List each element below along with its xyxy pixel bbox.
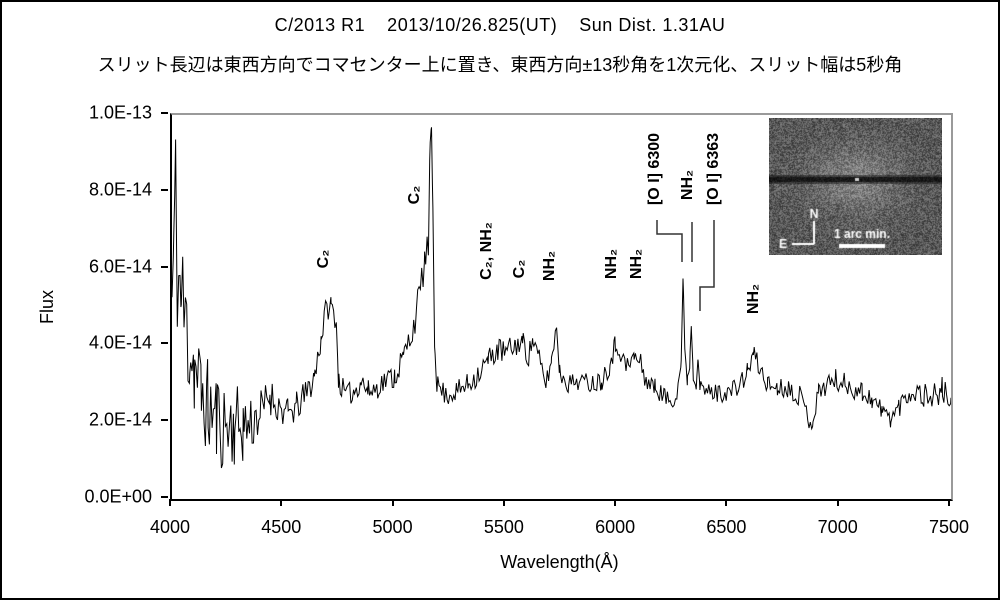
x-axis-tick [169, 499, 171, 506]
x-tick-label: 6500 [706, 517, 747, 537]
comet-slit-inset-image [769, 118, 942, 255]
spectrum-line [172, 127, 951, 469]
x-tick-label: 7500 [928, 517, 970, 537]
annotation-pointer-line [699, 220, 715, 311]
y-axis-tick [161, 265, 168, 268]
band-annotation: C₂ [315, 249, 332, 269]
chart-subtitle-japanese: スリット長辺は東西方向でコマセンター上に置き、東西方向±13秒角を1次元化、スリ… [97, 55, 903, 75]
x-tick-label: 4500 [261, 517, 302, 537]
x-axis-tick [502, 499, 505, 506]
y-axis-tick [161, 419, 168, 422]
spectrum-svg [172, 127, 951, 469]
x-axis-tick [280, 499, 283, 506]
annotation-pointer-line [656, 220, 683, 262]
band-annotation: NH₂ [745, 283, 762, 315]
band-annotation: [O I] 6300 [646, 132, 663, 206]
y-axis-tick [161, 496, 168, 498]
band-annotation: C₂ [406, 185, 423, 205]
plot-area: C₂ C₂ C₂, NH₂ C₂ NH₂ NH₂ NH₂ [O I] 6300 NH₂ [O I]… [170, 113, 953, 501]
x-axis-tick [836, 499, 839, 506]
x-tick-label: 5000 [372, 517, 413, 537]
y-axis-label: Flux [37, 290, 57, 325]
band-annotation: [O I] 6363 [705, 132, 722, 206]
y-tick-label: 8.0E-14 [88, 179, 152, 200]
x-tick-label: 5500 [483, 517, 524, 537]
x-tick-label: 7000 [817, 517, 858, 537]
x-axis-tick [391, 499, 394, 506]
y-tick-label: 4.0E-14 [88, 332, 152, 353]
band-annotation: C₂ [511, 259, 528, 279]
band-annotation: C₂, NH₂ [478, 222, 495, 280]
band-annotation: NH₂ [603, 248, 620, 280]
y-tick-label: 6.0E-14 [88, 256, 152, 277]
x-tick-label: 6000 [595, 517, 636, 537]
y-axis-tick [161, 342, 168, 345]
x-axis-tick [725, 499, 728, 506]
band-annotation: NH₂ [628, 248, 645, 280]
x-axis-tick [614, 499, 617, 506]
x-tick-label: 4000 [149, 517, 191, 537]
y-axis-tick [161, 188, 168, 191]
x-axis-label: Wavelength(Å) [500, 552, 619, 572]
chart-title: C/2013 R1 2013/10/26.825(UT) Sun Dist. 1… [274, 15, 726, 35]
y-tick-label: 1.0E-13 [88, 102, 152, 123]
y-tick-label: 0.0E+00 [84, 486, 152, 507]
x-axis-tick [948, 499, 950, 506]
y-axis-tick [161, 112, 168, 114]
band-annotation: NH₂ [541, 250, 558, 282]
band-annotation: NH₂ [679, 169, 696, 201]
y-tick-label: 2.0E-14 [88, 409, 152, 430]
